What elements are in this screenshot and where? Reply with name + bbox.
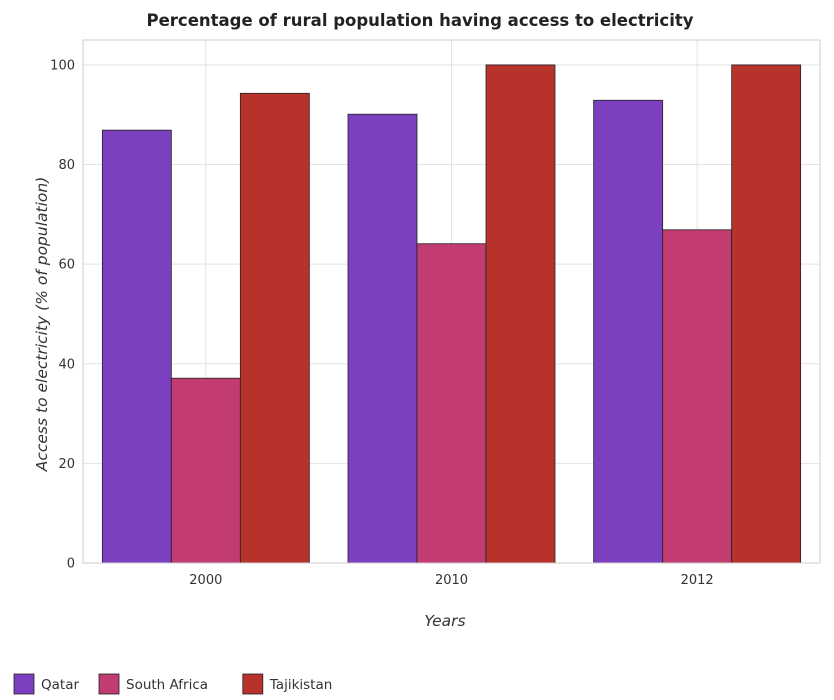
bar-tajikistan-2010: [485, 64, 556, 564]
bars: [101, 64, 802, 564]
legend-swatch: [242, 673, 264, 695]
bar-south-africa-2010: [416, 243, 487, 564]
legend-item: Tajikistan: [242, 673, 333, 695]
legend-label: Tajikistan: [269, 677, 333, 693]
bar-tajikistan-2000: [239, 92, 310, 564]
y-axis-label: Access to electricity (% of population): [33, 177, 51, 473]
y-tick-label: 60: [58, 258, 75, 273]
legend-label: Qatar: [41, 677, 79, 693]
y-tick-label: 100: [50, 58, 75, 73]
plot-frame: [82, 39, 821, 564]
x-tick-label: 2000: [189, 573, 222, 588]
bar-qatar-2012: [593, 99, 664, 564]
y-tick-label: 40: [58, 357, 75, 372]
legend-item: Qatar: [13, 673, 79, 695]
x-tick-label: 2010: [435, 573, 468, 588]
legend: Qatar South Africa Tajikistan: [13, 673, 333, 695]
y-tick-label: 20: [58, 457, 75, 472]
x-tick-label: 2012: [681, 573, 714, 588]
axes: 0 20 40 60 80 100 2000 2010 2012: [50, 39, 821, 588]
bar-south-africa-2000: [170, 377, 241, 564]
legend-swatch: [98, 673, 120, 695]
legend-item: South Africa: [98, 673, 208, 695]
y-tick-label: 80: [58, 158, 75, 173]
bar-qatar-2010: [347, 113, 418, 564]
legend-label: South Africa: [126, 677, 208, 693]
bar-south-africa-2012: [662, 229, 733, 564]
y-tick-label: 0: [67, 557, 75, 572]
chart-title: Percentage of rural population having ac…: [147, 11, 694, 30]
legend-swatch: [13, 673, 35, 695]
bar-tajikistan-2012: [731, 64, 802, 564]
bar-qatar-2000: [101, 129, 172, 564]
x-axis-label: Years: [424, 612, 465, 630]
